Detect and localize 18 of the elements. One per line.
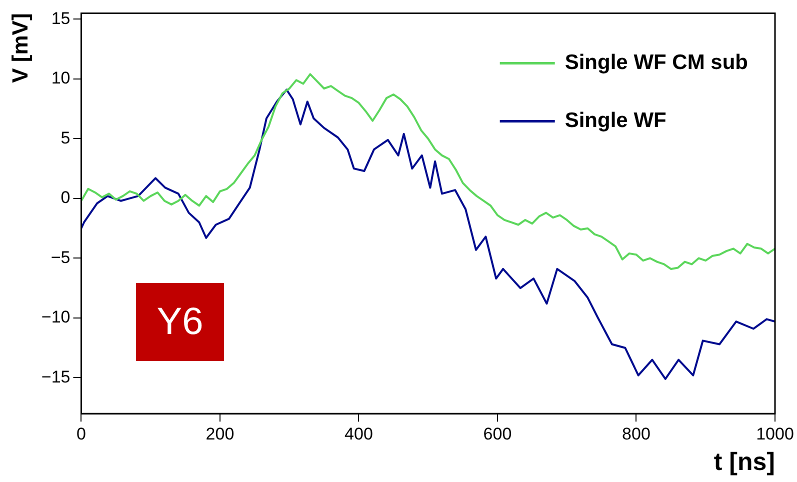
legend-label: Single WF CM sub (564, 50, 748, 74)
y-tick-label: 5 (60, 128, 70, 148)
y-tick-label: 15 (51, 8, 70, 28)
x-tick-label: 600 (483, 424, 512, 444)
y-tick-label: 10 (51, 68, 70, 88)
x-axis-title: t [ns] (714, 448, 775, 476)
x-tick-label: 1000 (756, 424, 794, 444)
x-tick-label: 200 (206, 424, 234, 444)
y-axis-title: V [mV] (7, 13, 32, 83)
x-tick-label: 400 (344, 424, 373, 444)
x-tick-label: 800 (622, 424, 650, 444)
y-tick-label: 0 (60, 188, 70, 208)
y-tick-label: −15 (41, 367, 70, 386)
x-tick-label: 0 (76, 424, 86, 444)
legend-label: Single WF (564, 108, 667, 132)
y-tick-label: −10 (41, 308, 70, 327)
annotation: Y6 (136, 283, 224, 361)
y-tick-label: −5 (50, 248, 70, 267)
